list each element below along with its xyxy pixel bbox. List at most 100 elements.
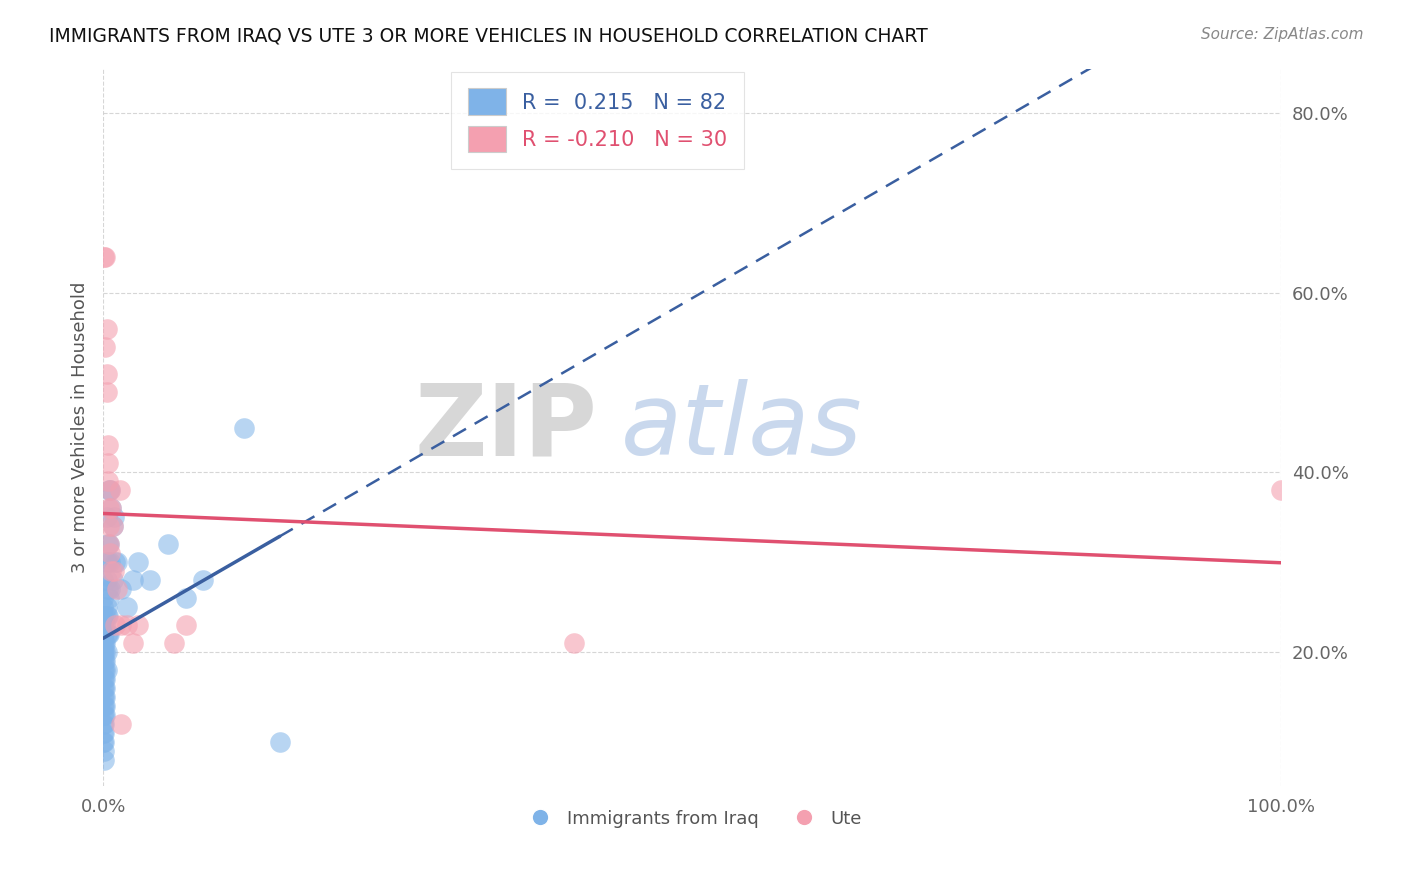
Point bbox=[93, 743, 115, 757]
Point bbox=[110, 618, 132, 632]
Point bbox=[93, 725, 115, 739]
Point bbox=[94, 672, 117, 686]
Point bbox=[96, 384, 118, 399]
Point bbox=[98, 483, 121, 498]
Point bbox=[96, 599, 118, 614]
Point bbox=[101, 519, 124, 533]
Point bbox=[108, 483, 131, 498]
Point bbox=[562, 636, 585, 650]
Point bbox=[233, 420, 256, 434]
Point bbox=[91, 618, 114, 632]
Point bbox=[91, 672, 114, 686]
Point bbox=[93, 707, 115, 722]
Point bbox=[94, 690, 117, 704]
Point bbox=[91, 690, 114, 704]
Point bbox=[91, 627, 114, 641]
Point bbox=[98, 519, 121, 533]
Point bbox=[94, 618, 117, 632]
Point bbox=[93, 636, 115, 650]
Point bbox=[98, 627, 121, 641]
Point bbox=[91, 725, 114, 739]
Point bbox=[97, 609, 120, 624]
Point bbox=[98, 537, 121, 551]
Point bbox=[91, 707, 114, 722]
Point bbox=[96, 663, 118, 677]
Point bbox=[104, 618, 127, 632]
Text: IMMIGRANTS FROM IRAQ VS UTE 3 OR MORE VEHICLES IN HOUSEHOLD CORRELATION CHART: IMMIGRANTS FROM IRAQ VS UTE 3 OR MORE VE… bbox=[49, 27, 928, 45]
Text: Source: ZipAtlas.com: Source: ZipAtlas.com bbox=[1201, 27, 1364, 42]
Point bbox=[93, 250, 115, 264]
Point bbox=[94, 645, 117, 659]
Point bbox=[93, 672, 115, 686]
Point bbox=[104, 555, 127, 569]
Point bbox=[91, 734, 114, 748]
Point bbox=[93, 654, 115, 668]
Point bbox=[127, 555, 149, 569]
Point bbox=[91, 698, 114, 713]
Point bbox=[98, 546, 121, 560]
Point bbox=[96, 367, 118, 381]
Point bbox=[91, 599, 114, 614]
Point bbox=[98, 537, 121, 551]
Point bbox=[110, 716, 132, 731]
Point bbox=[127, 618, 149, 632]
Point bbox=[1270, 483, 1292, 498]
Point bbox=[110, 582, 132, 596]
Point bbox=[94, 340, 117, 354]
Point bbox=[97, 627, 120, 641]
Point bbox=[98, 591, 121, 605]
Point bbox=[98, 483, 121, 498]
Point bbox=[91, 609, 114, 624]
Point bbox=[100, 501, 122, 516]
Point bbox=[93, 681, 115, 695]
Point bbox=[91, 645, 114, 659]
Point bbox=[91, 573, 114, 587]
Point bbox=[193, 573, 215, 587]
Point bbox=[96, 609, 118, 624]
Point bbox=[174, 591, 197, 605]
Point bbox=[91, 645, 114, 659]
Point bbox=[94, 609, 117, 624]
Point bbox=[91, 627, 114, 641]
Point bbox=[91, 591, 114, 605]
Point bbox=[91, 654, 114, 668]
Point bbox=[98, 501, 121, 516]
Point bbox=[269, 734, 291, 748]
Point bbox=[91, 681, 114, 695]
Point bbox=[97, 475, 120, 489]
Point bbox=[115, 618, 138, 632]
Point bbox=[98, 555, 121, 569]
Point bbox=[93, 716, 115, 731]
Point bbox=[163, 636, 186, 650]
Point bbox=[121, 636, 143, 650]
Point bbox=[96, 645, 118, 659]
Point bbox=[100, 501, 122, 516]
Point bbox=[96, 322, 118, 336]
Point bbox=[91, 636, 114, 650]
Point bbox=[97, 457, 120, 471]
Point bbox=[174, 618, 197, 632]
Point bbox=[100, 564, 122, 578]
Point bbox=[93, 753, 115, 767]
Point bbox=[98, 483, 121, 498]
Point bbox=[103, 564, 125, 578]
Y-axis label: 3 or more Vehicles in Household: 3 or more Vehicles in Household bbox=[72, 282, 89, 574]
Point bbox=[94, 654, 117, 668]
Point bbox=[96, 510, 118, 524]
Point bbox=[94, 250, 117, 264]
Point bbox=[91, 716, 114, 731]
Point bbox=[93, 698, 115, 713]
Point bbox=[96, 627, 118, 641]
Point bbox=[103, 510, 125, 524]
Point bbox=[94, 681, 117, 695]
Point bbox=[97, 582, 120, 596]
Point bbox=[91, 663, 114, 677]
Point bbox=[96, 573, 118, 587]
Point bbox=[101, 519, 124, 533]
Point bbox=[96, 555, 118, 569]
Point bbox=[94, 698, 117, 713]
Point bbox=[98, 582, 121, 596]
Point bbox=[93, 663, 115, 677]
Text: ZIP: ZIP bbox=[415, 379, 598, 476]
Legend: Immigrants from Iraq, Ute: Immigrants from Iraq, Ute bbox=[515, 803, 869, 835]
